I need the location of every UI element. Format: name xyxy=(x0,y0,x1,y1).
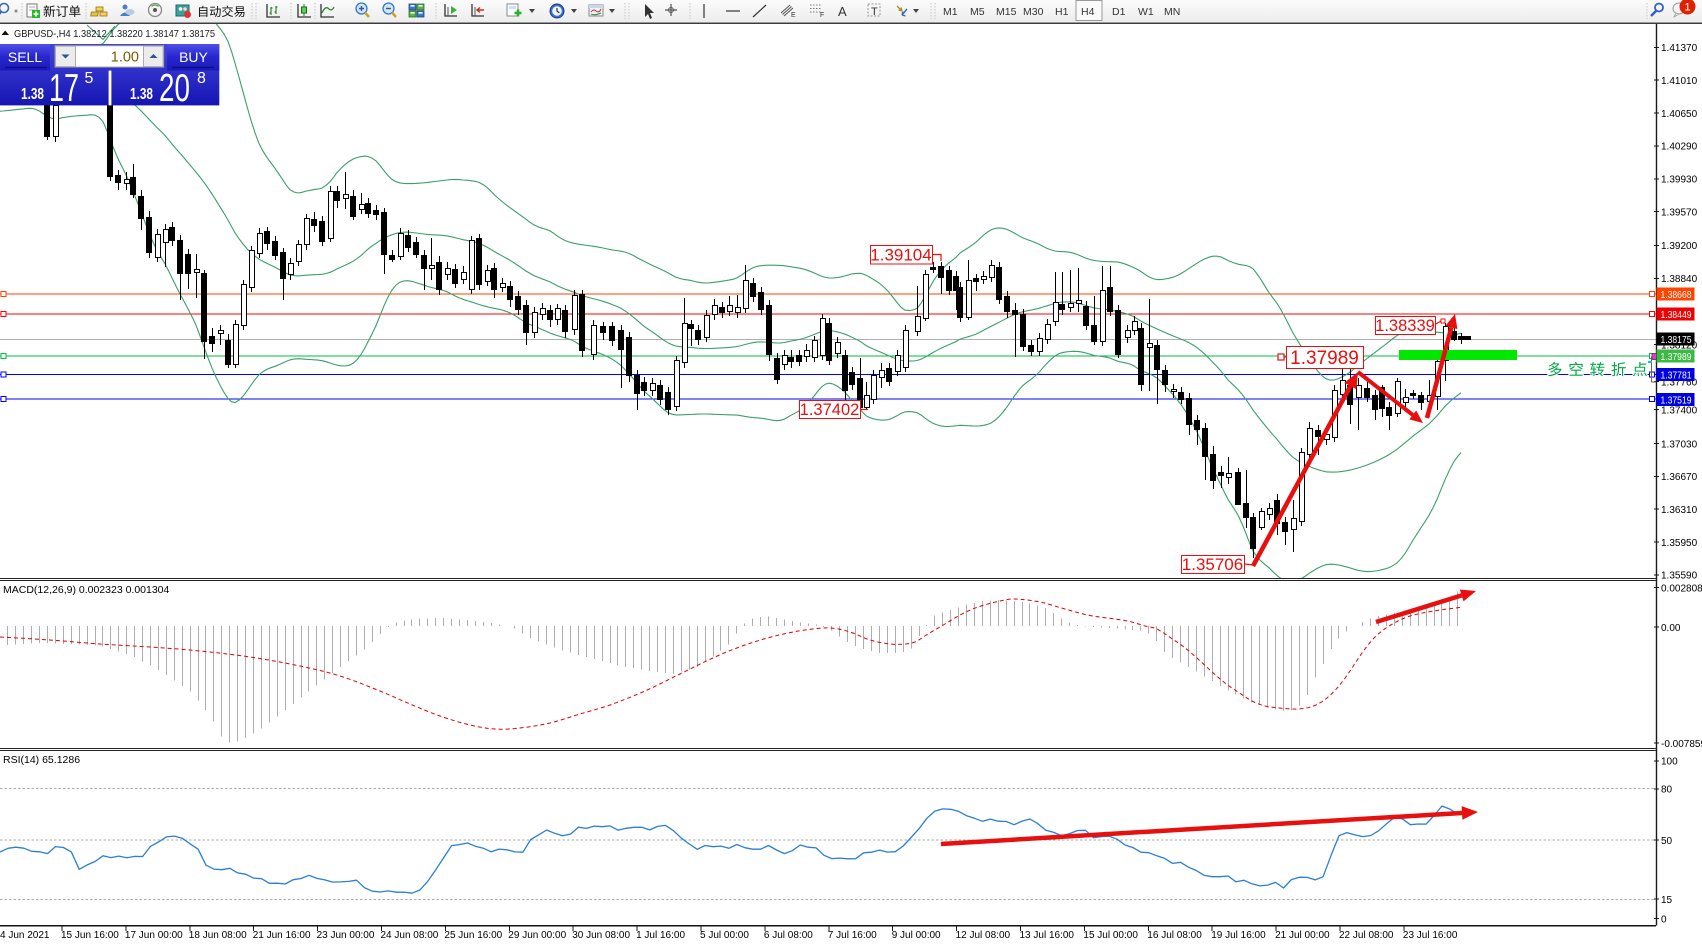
svg-text:1.41370: 1.41370 xyxy=(1661,43,1698,54)
svg-text:50: 50 xyxy=(1661,836,1673,847)
svg-text:MACD(12,26,9) 0.002323 0.00130: MACD(12,26,9) 0.002323 0.001304 xyxy=(3,584,170,596)
svg-text:1.37989: 1.37989 xyxy=(1290,348,1359,369)
svg-text:17 Jun 00:00: 17 Jun 00:00 xyxy=(125,930,183,941)
svg-text:1.38339: 1.38339 xyxy=(1375,317,1435,335)
svg-text:15 Jun 16:00: 15 Jun 16:00 xyxy=(61,930,119,941)
svg-text:1.35950: 1.35950 xyxy=(1661,538,1698,549)
svg-text:0.00: 0.00 xyxy=(1661,623,1681,634)
svg-text:1.39200: 1.39200 xyxy=(1661,241,1698,252)
svg-text:0: 0 xyxy=(1661,914,1667,925)
svg-text:T: T xyxy=(871,6,878,18)
svg-text:30 Jun 08:00: 30 Jun 08:00 xyxy=(572,930,630,941)
svg-text:MN: MN xyxy=(1164,6,1180,18)
svg-text:1.40650: 1.40650 xyxy=(1661,109,1698,120)
svg-text:18 Jun 08:00: 18 Jun 08:00 xyxy=(189,930,247,941)
svg-text:13 Jul 16:00: 13 Jul 16:00 xyxy=(1020,930,1075,941)
svg-text:19 Jul 16:00: 19 Jul 16:00 xyxy=(1211,930,1266,941)
svg-text:M5: M5 xyxy=(970,6,985,18)
svg-text:A: A xyxy=(838,4,847,19)
svg-text:1.37030: 1.37030 xyxy=(1661,439,1698,450)
svg-text:24 Jun 08:00: 24 Jun 08:00 xyxy=(381,930,439,941)
svg-text:H4: H4 xyxy=(1081,6,1095,18)
svg-text:1.38840: 1.38840 xyxy=(1661,274,1698,285)
svg-text:1.40290: 1.40290 xyxy=(1661,142,1698,153)
svg-text:H1: H1 xyxy=(1055,6,1069,18)
svg-text:1.38: 1.38 xyxy=(21,86,44,103)
svg-text:15: 15 xyxy=(1661,895,1673,906)
svg-text:15 Jul 00:00: 15 Jul 00:00 xyxy=(1083,930,1138,941)
svg-text:8: 8 xyxy=(197,70,206,87)
svg-text:7 Jul 16:00: 7 Jul 16:00 xyxy=(828,930,877,941)
svg-text:F: F xyxy=(820,12,824,19)
svg-text:1.36670: 1.36670 xyxy=(1661,472,1698,483)
svg-text:M1: M1 xyxy=(943,6,958,18)
svg-text:80: 80 xyxy=(1661,785,1673,796)
svg-text:1: 1 xyxy=(1684,2,1690,14)
svg-text:1.37989: 1.37989 xyxy=(1661,351,1692,363)
svg-text:1.37519: 1.37519 xyxy=(1661,394,1692,406)
svg-text:E: E xyxy=(791,12,796,19)
svg-text:1.38175: 1.38175 xyxy=(1661,334,1692,346)
svg-text:16 Jul 08:00: 16 Jul 08:00 xyxy=(1147,930,1202,941)
svg-text:21 Jul 00:00: 21 Jul 00:00 xyxy=(1275,930,1330,941)
svg-text:-0.007859: -0.007859 xyxy=(1661,739,1702,750)
svg-text:1.36310: 1.36310 xyxy=(1661,505,1698,516)
svg-text:1.37760: 1.37760 xyxy=(1661,377,1698,388)
svg-text:1.35706: 1.35706 xyxy=(1182,555,1243,574)
svg-text:M30: M30 xyxy=(1023,6,1044,18)
svg-text:5: 5 xyxy=(85,70,94,87)
svg-text:RSI(14) 65.1286: RSI(14) 65.1286 xyxy=(3,754,80,766)
svg-text:M15: M15 xyxy=(996,6,1017,18)
svg-text:6 Jul 08:00: 6 Jul 08:00 xyxy=(764,930,813,941)
svg-text:W1: W1 xyxy=(1138,6,1154,18)
svg-text:1.37781: 1.37781 xyxy=(1661,369,1692,381)
svg-text:1.39570: 1.39570 xyxy=(1661,207,1698,218)
svg-text:1.39930: 1.39930 xyxy=(1661,175,1698,186)
svg-text:21 Jun 16:00: 21 Jun 16:00 xyxy=(253,930,311,941)
svg-text:29 Jun 00:00: 29 Jun 00:00 xyxy=(508,930,566,941)
svg-text:1.39104: 1.39104 xyxy=(870,245,931,264)
svg-text:BUY: BUY xyxy=(179,49,208,65)
svg-text:GBPUSD-,H4 1.38212 1.38220 1.: GBPUSD-,H4 1.38212 1.38220 1.38147 1.381… xyxy=(14,28,215,40)
svg-text:17: 17 xyxy=(49,67,79,110)
svg-text:SELL: SELL xyxy=(8,49,42,65)
svg-text:1.38: 1.38 xyxy=(130,86,153,103)
svg-text:5 Jul 00:00: 5 Jul 00:00 xyxy=(700,930,749,941)
svg-text:1.38668: 1.38668 xyxy=(1661,289,1692,301)
svg-text:1.00: 1.00 xyxy=(111,50,139,66)
svg-text:1 Jul 16:00: 1 Jul 16:00 xyxy=(636,930,685,941)
svg-text:1.41010: 1.41010 xyxy=(1661,76,1698,87)
svg-text:1.37402: 1.37402 xyxy=(800,401,860,419)
svg-text:12 Jul 08:00: 12 Jul 08:00 xyxy=(956,930,1011,941)
svg-text:1.38120: 1.38120 xyxy=(1661,340,1698,351)
svg-text:23 Jun 00:00: 23 Jun 00:00 xyxy=(317,930,375,941)
svg-text:9 Jul 00:00: 9 Jul 00:00 xyxy=(892,930,941,941)
svg-text:100: 100 xyxy=(1661,757,1678,768)
svg-text:0.002808: 0.002808 xyxy=(1661,583,1702,594)
svg-text:D1: D1 xyxy=(1112,6,1126,18)
svg-text:23 Jul 16:00: 23 Jul 16:00 xyxy=(1403,930,1458,941)
svg-text:4 Jun 2021: 4 Jun 2021 xyxy=(0,930,50,941)
svg-text:1.38449: 1.38449 xyxy=(1661,309,1692,321)
svg-text:20: 20 xyxy=(159,67,190,110)
svg-text:1.35590: 1.35590 xyxy=(1661,571,1698,582)
svg-text:1.37400: 1.37400 xyxy=(1661,406,1698,417)
svg-text:22 Jul 08:00: 22 Jul 08:00 xyxy=(1339,930,1394,941)
svg-text:25 Jun 16:00: 25 Jun 16:00 xyxy=(444,930,502,941)
